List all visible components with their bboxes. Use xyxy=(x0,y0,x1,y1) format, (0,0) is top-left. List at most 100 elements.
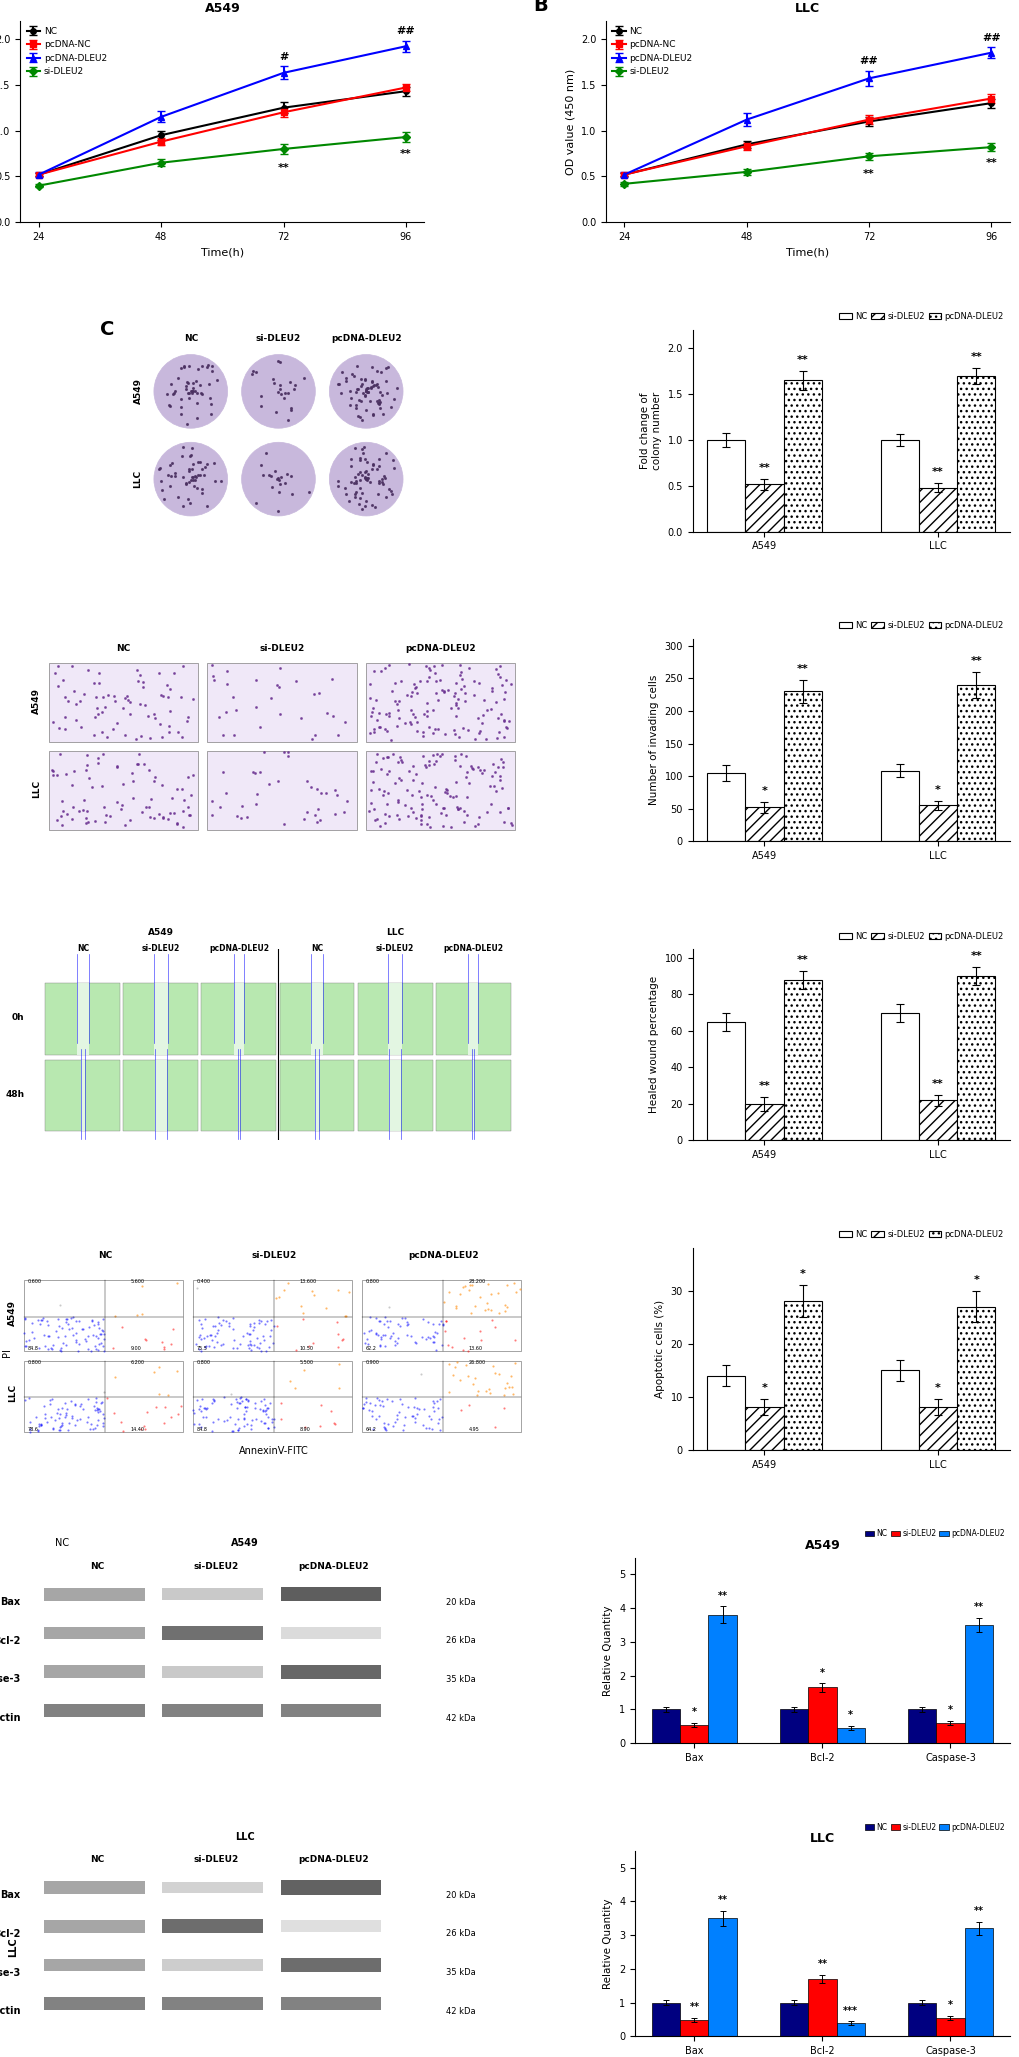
Point xyxy=(376,1411,392,1444)
Point xyxy=(50,650,66,683)
Point xyxy=(380,697,396,730)
Text: 0h: 0h xyxy=(11,1014,24,1022)
Text: 14.40: 14.40 xyxy=(130,1426,145,1432)
Point xyxy=(268,1282,284,1314)
Point xyxy=(268,669,284,701)
Point xyxy=(347,376,364,409)
Point xyxy=(248,691,264,724)
Point xyxy=(240,1331,257,1364)
Point xyxy=(495,1378,512,1411)
Point xyxy=(95,1302,111,1335)
Point xyxy=(248,662,264,695)
Point xyxy=(356,430,372,463)
Point xyxy=(235,1403,252,1436)
Bar xyxy=(162,1997,263,2010)
Point xyxy=(270,374,286,407)
Point xyxy=(404,677,420,710)
Point xyxy=(40,1333,56,1366)
Point xyxy=(224,1331,240,1364)
Point xyxy=(363,370,379,403)
Point xyxy=(372,1321,388,1354)
Point xyxy=(158,376,174,409)
Point xyxy=(247,1386,263,1419)
Point xyxy=(378,376,394,409)
Text: NC: NC xyxy=(116,644,130,652)
Point xyxy=(406,666,422,699)
Point xyxy=(345,360,362,393)
Point xyxy=(294,1302,311,1335)
Point xyxy=(448,1290,465,1323)
Point xyxy=(58,1397,74,1430)
Point xyxy=(272,461,288,494)
Bar xyxy=(879,771,918,841)
Point xyxy=(384,738,400,771)
Bar xyxy=(935,2018,964,2036)
Point xyxy=(365,755,381,788)
Point xyxy=(380,1310,396,1343)
Text: 48h: 48h xyxy=(5,1090,24,1098)
Point xyxy=(495,751,512,784)
Point xyxy=(141,792,157,825)
Point xyxy=(214,720,230,753)
Point xyxy=(228,800,245,833)
Point xyxy=(52,1335,68,1368)
Point xyxy=(271,1282,287,1314)
Point xyxy=(352,481,368,514)
Point xyxy=(57,1329,73,1362)
Point xyxy=(445,714,462,747)
Text: 8.90: 8.90 xyxy=(300,1426,310,1432)
Bar xyxy=(956,1306,995,1450)
Point xyxy=(254,1395,270,1428)
Point xyxy=(151,798,167,831)
Point xyxy=(288,1333,305,1366)
Point xyxy=(306,1277,322,1310)
Point xyxy=(246,1306,262,1339)
Point xyxy=(180,798,197,831)
Point xyxy=(31,1407,47,1440)
Point xyxy=(498,1290,515,1323)
Point xyxy=(450,720,467,753)
Point xyxy=(76,784,93,817)
Point xyxy=(331,368,347,401)
Point xyxy=(155,800,171,833)
Point xyxy=(77,802,94,835)
Point xyxy=(454,1271,471,1304)
Point xyxy=(467,1290,483,1323)
Point xyxy=(465,1368,481,1401)
Point xyxy=(424,1327,440,1360)
Point xyxy=(369,738,385,771)
Circle shape xyxy=(329,442,403,516)
Point xyxy=(364,350,380,383)
Point xyxy=(220,1310,236,1343)
Text: 4.95: 4.95 xyxy=(468,1426,479,1432)
Point xyxy=(451,749,468,782)
Point xyxy=(355,436,371,469)
Point xyxy=(383,1321,399,1354)
Point xyxy=(174,794,191,827)
Point xyxy=(193,1335,209,1368)
Point xyxy=(253,1405,269,1438)
Point xyxy=(269,346,285,378)
Point xyxy=(470,666,486,699)
Point xyxy=(275,808,291,841)
Bar xyxy=(468,983,477,1055)
Point xyxy=(57,1321,73,1354)
Text: **: ** xyxy=(973,1907,982,1917)
Point xyxy=(273,1403,289,1436)
Point xyxy=(96,1316,112,1349)
Point xyxy=(385,453,401,485)
Point xyxy=(380,352,396,385)
Point xyxy=(463,749,479,782)
Point xyxy=(256,1407,272,1440)
Point xyxy=(348,350,365,383)
Point xyxy=(238,1407,255,1440)
Point xyxy=(215,1380,231,1413)
Point xyxy=(141,753,157,786)
Point xyxy=(446,738,463,771)
Point xyxy=(107,685,123,718)
Point xyxy=(275,383,291,416)
Point xyxy=(365,370,381,403)
Point xyxy=(368,1319,384,1351)
Point xyxy=(154,473,170,506)
Bar xyxy=(162,1625,263,1639)
